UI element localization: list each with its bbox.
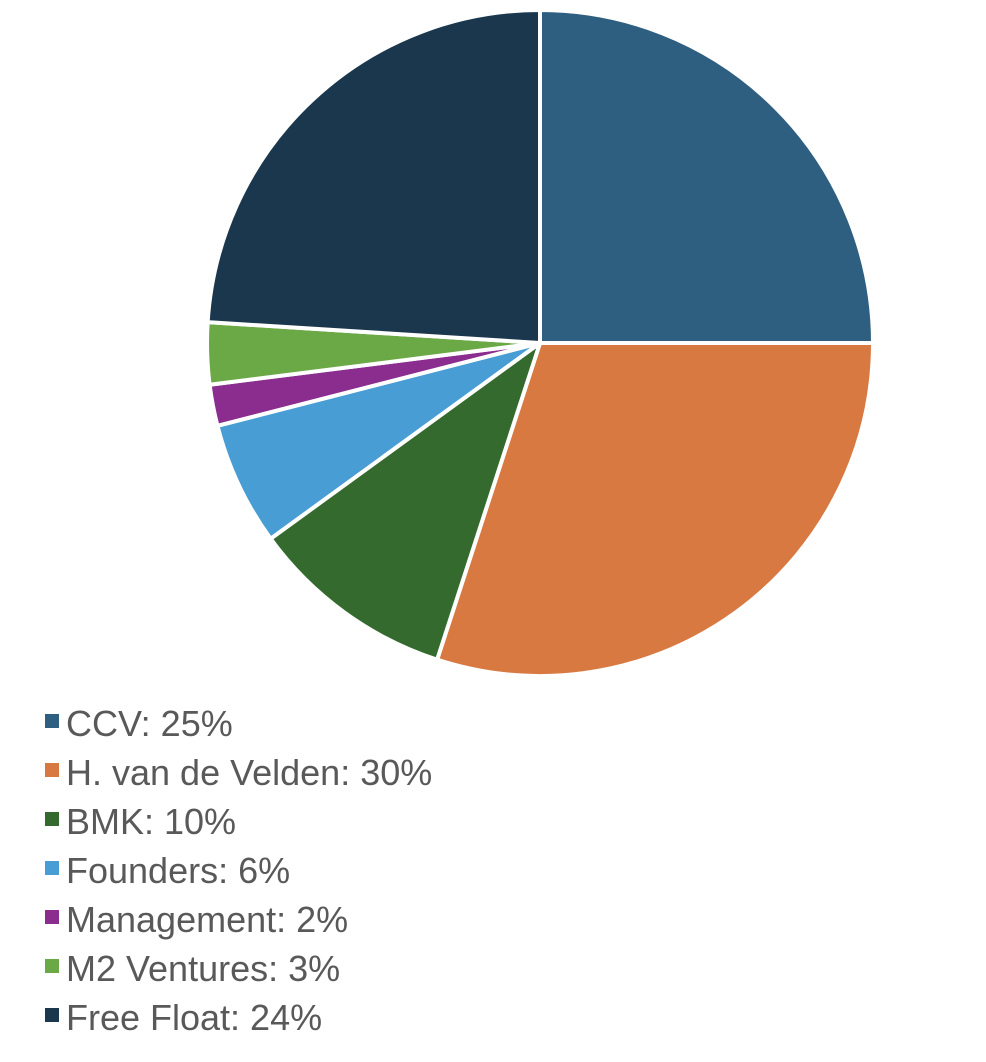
legend: CCV: 25% H. van de Velden: 30% BMK: 10% Fou… xyxy=(45,703,432,1038)
legend-swatch xyxy=(45,959,59,973)
legend-swatch xyxy=(45,910,59,924)
legend-label: Founders: 6% xyxy=(66,850,290,891)
legend-swatch xyxy=(45,714,59,728)
pie-slice-free-float xyxy=(205,8,542,345)
legend-label: Free Float: 24% xyxy=(66,997,322,1038)
legend-label: H. van de Velden: 30% xyxy=(66,752,432,793)
legend-swatch xyxy=(45,812,59,826)
pie-slice-ccv xyxy=(538,8,875,345)
legend-swatch xyxy=(45,861,59,875)
legend-label: BMK: 10% xyxy=(66,801,236,842)
legend-label: M2 Ventures: 3% xyxy=(66,948,340,989)
legend-swatch xyxy=(45,763,59,777)
legend-label: Management: 2% xyxy=(66,899,348,940)
pie-slices xyxy=(205,8,875,678)
pie-slice-bmk xyxy=(268,341,542,662)
pie-slice-h-van-de-velden xyxy=(435,341,875,678)
pie-slice-founders xyxy=(215,341,542,541)
legend-label: CCV: 25% xyxy=(66,703,233,744)
legend-swatch xyxy=(45,1008,59,1022)
